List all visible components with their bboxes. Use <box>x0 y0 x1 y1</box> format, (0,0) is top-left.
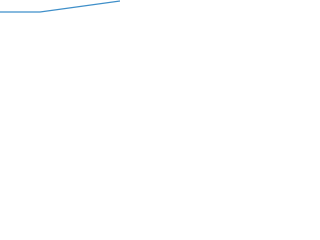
line <box>0 0 120 13</box>
page: (() => { const data = JSON.parse(documen… <box>0 0 320 45</box>
chart <box>0 0 120 13</box>
